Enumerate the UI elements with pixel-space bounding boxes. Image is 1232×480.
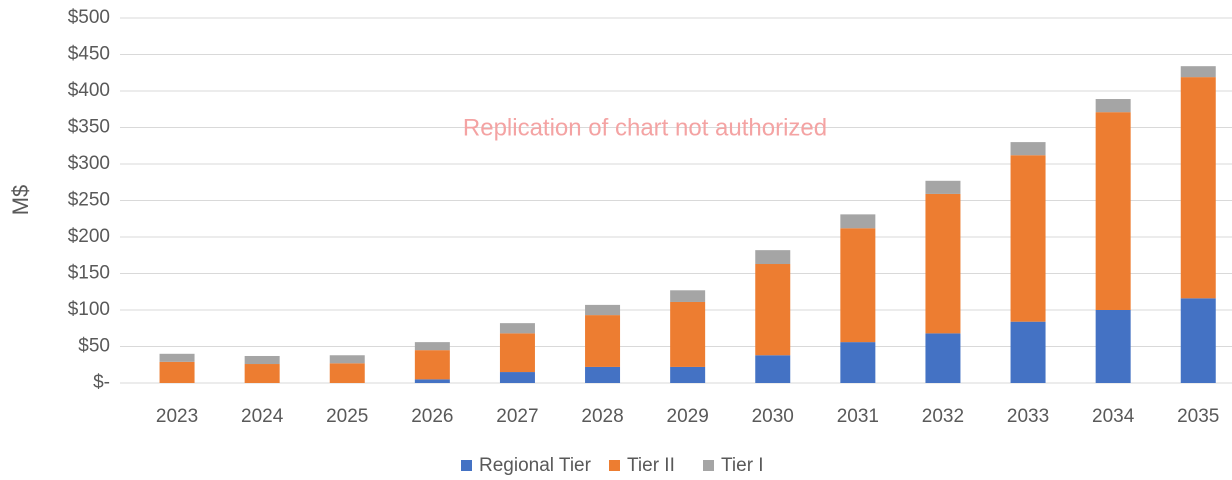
y-tick-label: $500	[68, 7, 110, 28]
bar-segment	[1010, 142, 1046, 156]
bar-segment	[1010, 155, 1046, 322]
bar-segment	[329, 363, 365, 383]
x-tick-label: 2027	[496, 406, 538, 427]
y-tick-label: $-	[93, 372, 110, 393]
x-tick-label: 2026	[411, 406, 453, 427]
bar-segment	[840, 228, 876, 343]
bar-segment	[670, 366, 706, 383]
x-tick-label: 2032	[922, 406, 964, 427]
bar-segment	[1095, 112, 1131, 310]
y-tick-label: $300	[68, 153, 110, 174]
y-axis-label: M$	[8, 185, 33, 216]
x-tick-label: 2030	[752, 406, 794, 427]
legend-swatch	[609, 460, 620, 471]
x-tick-label: 2035	[1177, 406, 1219, 427]
legend-swatch	[461, 460, 472, 471]
bar-segment	[414, 350, 450, 380]
legend-label: Tier II	[627, 455, 675, 476]
bar-segment	[670, 301, 706, 367]
legend-label: Regional Tier	[479, 455, 592, 476]
bar-segment	[1010, 321, 1046, 383]
y-tick-label: $350	[68, 117, 110, 138]
x-tick-label: 2031	[837, 406, 879, 427]
bar-segment	[244, 364, 280, 383]
bar-segment	[1095, 99, 1131, 113]
bar-segment	[840, 214, 876, 229]
x-tick-label: 2028	[581, 406, 623, 427]
bar-segment	[329, 355, 365, 364]
bar-segment	[755, 250, 791, 265]
y-tick-label: $100	[68, 299, 110, 320]
y-tick-label: $450	[68, 44, 110, 65]
bar-segment	[244, 355, 280, 365]
bar-segment	[925, 193, 961, 334]
y-tick-label: $400	[68, 80, 110, 101]
bar-segment	[1180, 298, 1216, 383]
x-tick-label: 2023	[156, 406, 198, 427]
y-tick-label: $200	[68, 226, 110, 247]
bar-segment	[499, 333, 535, 373]
watermark: Replication of chart not authorized	[463, 114, 827, 141]
x-tick-label: 2029	[667, 406, 709, 427]
bar-segment	[925, 180, 961, 194]
bar-segment	[585, 366, 621, 383]
legend-swatch	[703, 460, 714, 471]
bar-segment	[585, 304, 621, 316]
x-tick-label: 2025	[326, 406, 368, 427]
bar-segment	[1180, 66, 1216, 78]
x-tick-label: 2033	[1007, 406, 1049, 427]
bar-segment	[499, 323, 535, 334]
x-tick-label: 2024	[241, 406, 284, 427]
bar-segment	[1095, 310, 1131, 383]
legend-label: Tier I	[721, 455, 764, 476]
bar-segment	[414, 379, 450, 383]
bar-segment	[755, 355, 791, 383]
bar-segment	[755, 264, 791, 356]
bar-segment	[670, 290, 706, 302]
bar-segment	[840, 342, 876, 383]
y-tick-label: $250	[68, 190, 110, 211]
bar-segment	[1180, 77, 1216, 299]
bar-segment	[499, 372, 535, 383]
bar-segment	[925, 333, 961, 383]
bar-segment	[585, 315, 621, 367]
bar-segment	[159, 353, 195, 362]
bar-segment	[159, 361, 195, 383]
bar-segment	[414, 342, 450, 351]
x-tick-label: 2034	[1092, 406, 1135, 427]
y-tick-label: $150	[68, 263, 110, 284]
y-tick-label: $50	[78, 336, 110, 357]
